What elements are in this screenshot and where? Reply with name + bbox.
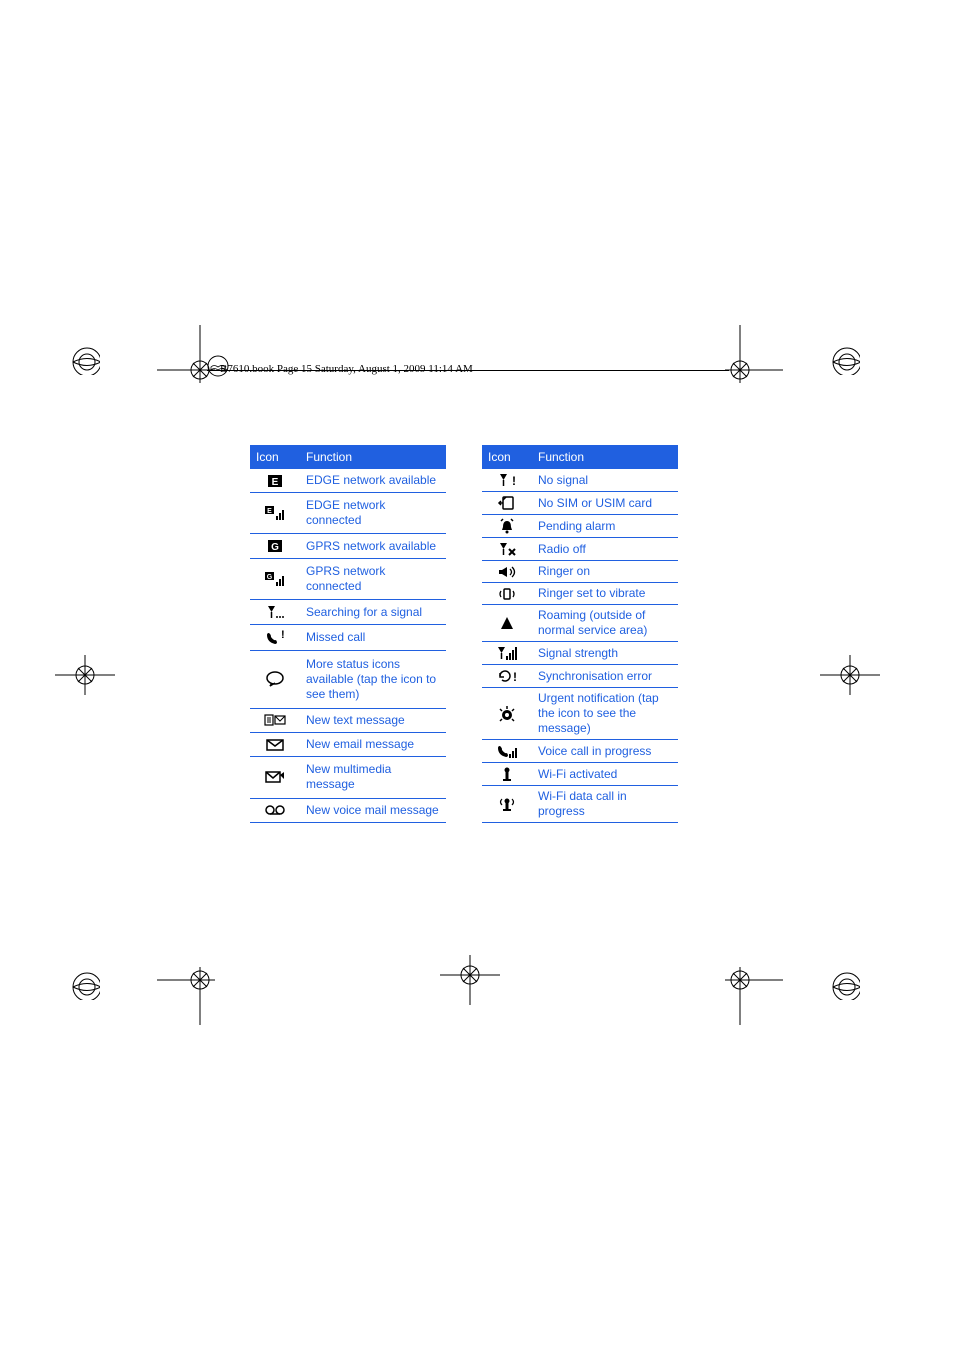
print-ornament: [70, 345, 100, 375]
sync-error-icon: !: [482, 665, 532, 688]
roaming-icon: [482, 605, 532, 642]
fn-text: Searching for a signal: [300, 599, 446, 625]
right-header-icon: Icon: [482, 446, 532, 469]
edge-available-icon: E: [250, 469, 300, 493]
no-sim-icon: [482, 492, 532, 515]
ringer-on-icon: [482, 561, 532, 583]
fn-text: Roaming (outside of normal service area): [532, 605, 678, 642]
fn-text: Radio off: [532, 538, 678, 561]
more-status-icon: [250, 650, 300, 708]
fn-text: No SIM or USIM card: [532, 492, 678, 515]
fn-text: More status icons available (tap the ico…: [300, 650, 446, 708]
fn-text: Voice call in progress: [532, 740, 678, 763]
svg-text:E: E: [267, 508, 272, 515]
icon-table-right: Icon Function ! No signal No SIM or USIM …: [482, 445, 678, 823]
fn-text: EDGE network available: [300, 469, 446, 493]
fn-text: Ringer on: [532, 561, 678, 583]
no-signal-icon: !: [482, 469, 532, 492]
right-header-function: Function: [532, 446, 678, 469]
wifi-activated-icon: [482, 763, 532, 786]
print-ornament: [830, 345, 860, 375]
print-ornament: [70, 970, 100, 1000]
page-header-text: B7610.book Page 15 Saturday, August 1, 2…: [220, 363, 473, 375]
fn-text: New multimedia message: [300, 757, 446, 798]
edge-connected-icon: E: [250, 493, 300, 534]
vibrate-icon: [482, 583, 532, 605]
fn-text: Wi-Fi data call in progress: [532, 786, 678, 823]
radio-off-icon: [482, 538, 532, 561]
svg-text:!: !: [512, 474, 516, 488]
missed-call-icon: !: [250, 625, 300, 651]
new-mms-icon: [250, 757, 300, 798]
voice-call-icon: [482, 740, 532, 763]
left-header-icon: Icon: [250, 446, 300, 469]
new-text-icon: [250, 708, 300, 732]
fn-text: Pending alarm: [532, 515, 678, 538]
svg-text:G: G: [271, 542, 279, 553]
svg-text:!: !: [513, 670, 517, 684]
pending-alarm-icon: [482, 515, 532, 538]
urgent-notification-icon: [482, 688, 532, 740]
fn-text: GPRS network connected: [300, 558, 446, 599]
fn-text: Missed call: [300, 625, 446, 651]
fn-text: Wi-Fi activated: [532, 763, 678, 786]
svg-text:E: E: [272, 477, 279, 488]
fn-text: Ringer set to vibrate: [532, 583, 678, 605]
wifi-data-icon: [482, 786, 532, 823]
fn-text: GPRS network available: [300, 534, 446, 558]
new-voicemail-icon: [250, 798, 300, 823]
fn-text: EDGE network connected: [300, 493, 446, 534]
fn-text: New email message: [300, 733, 446, 757]
fn-text: No signal: [532, 469, 678, 492]
svg-text:!: !: [281, 630, 285, 641]
fn-text: New voice mail message: [300, 798, 446, 823]
gprs-available-icon: G: [250, 534, 300, 558]
left-header-function: Function: [300, 446, 446, 469]
svg-text:G: G: [267, 574, 273, 581]
fn-text: New text message: [300, 708, 446, 732]
fn-text: Synchronisation error: [532, 665, 678, 688]
fn-text: Urgent notification (tap the icon to see…: [532, 688, 678, 740]
icon-table-left: Icon Function E EDGE network available E E…: [250, 445, 446, 823]
gprs-connected-icon: G: [250, 558, 300, 599]
fn-text: Signal strength: [532, 642, 678, 665]
new-email-icon: [250, 733, 300, 757]
searching-signal-icon: [250, 599, 300, 625]
signal-strength-icon: [482, 642, 532, 665]
print-ornament: [830, 970, 860, 1000]
